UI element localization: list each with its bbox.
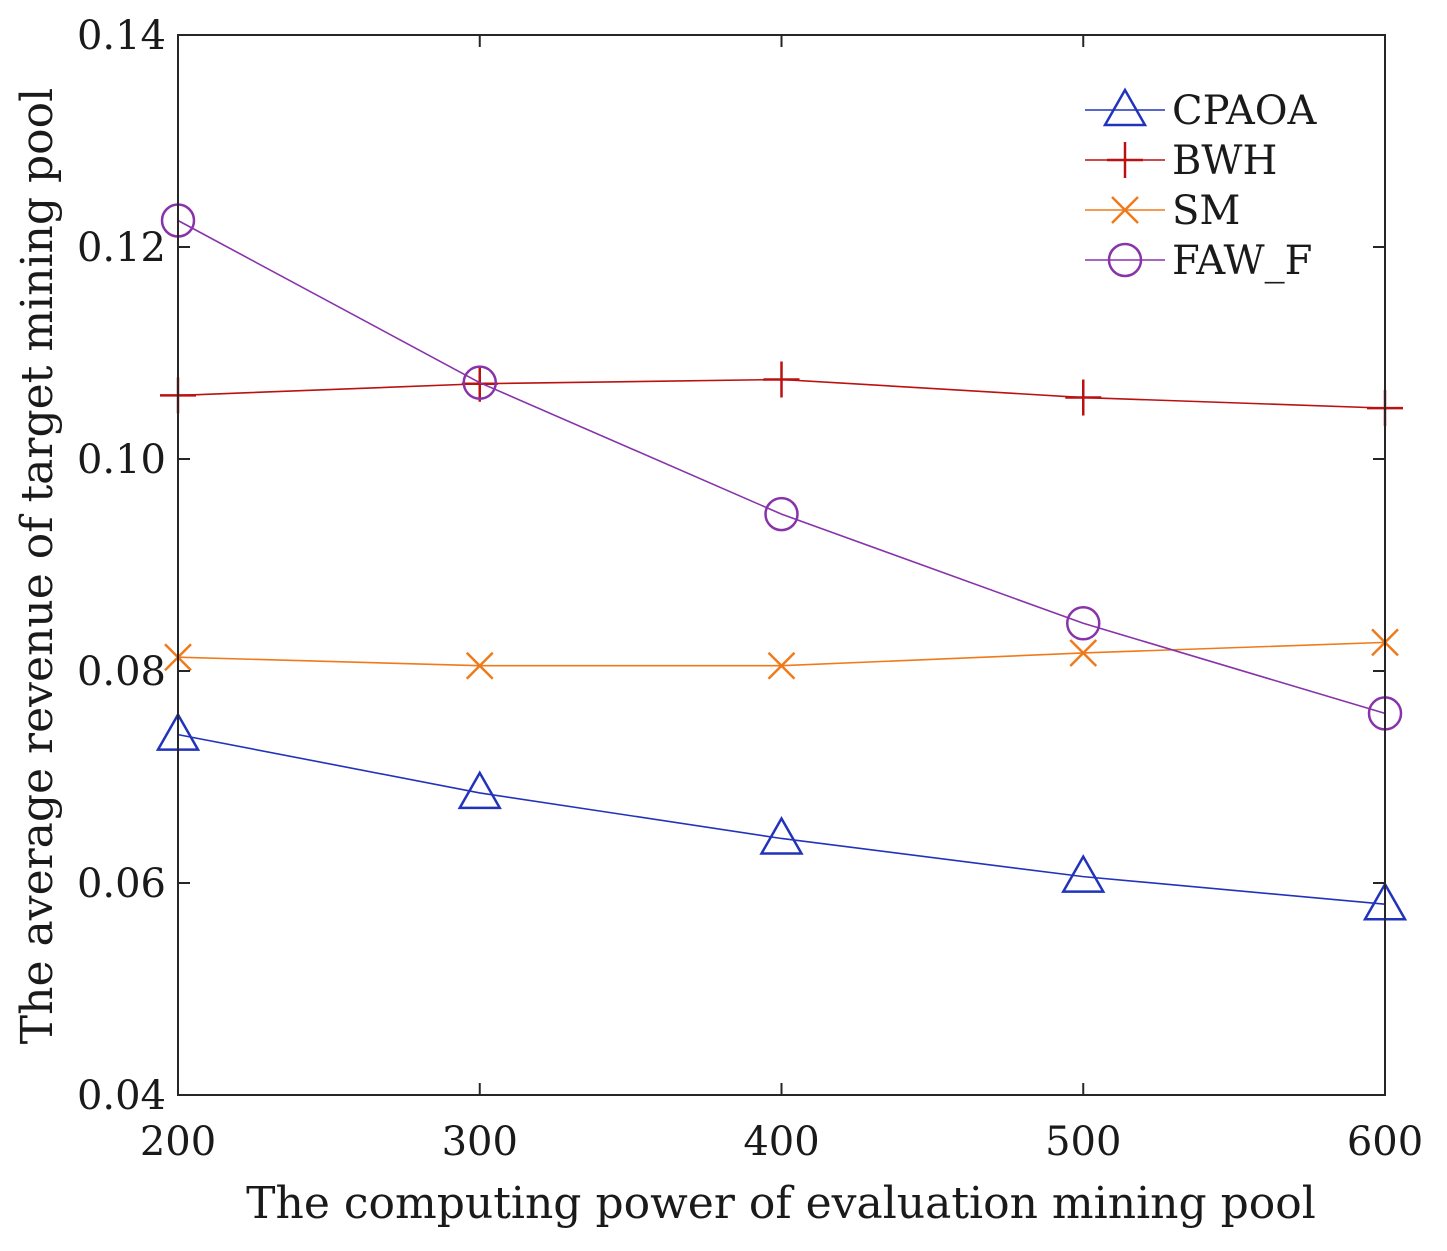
legend-entry-cpaoa: CPAOA	[1085, 87, 1318, 134]
data-point-bwh	[461, 365, 498, 402]
x-tick-label: 300	[442, 1119, 518, 1165]
x-tick-label: 600	[1347, 1119, 1423, 1165]
data-point-cpaoa	[759, 815, 804, 855]
legend-marker-cpaoa	[1102, 87, 1148, 127]
y-tick-label: 0.14	[77, 13, 166, 59]
y-axis-label: The average revenue of target mining poo…	[12, 88, 63, 1044]
data-point-bwh	[763, 361, 800, 398]
legend-marker-sm	[1111, 196, 1139, 224]
data-point-faw-f	[462, 365, 497, 400]
data-point-bwh	[1065, 379, 1102, 416]
legend-label-sm: SM	[1172, 188, 1240, 234]
legend-marker-sm-b	[1111, 196, 1139, 224]
axes: 200 300 400 500 600 0.04 0.06 0.08 0.10 0.12 0.14	[77, 13, 1423, 1165]
legend-label-faw-f: FAW_F	[1172, 238, 1312, 284]
series-bwh	[160, 361, 1403, 427]
data-point-sm-b	[767, 651, 796, 680]
data-point-sm-b	[465, 651, 494, 680]
y-tick-label: 0.10	[77, 437, 166, 483]
data-point-faw-f	[764, 496, 799, 532]
y-tick-label: 0.06	[77, 861, 166, 907]
y-tick-label: 0.08	[77, 649, 166, 695]
y-tick-label: 0.12	[77, 225, 166, 271]
data-point-sm-b	[1069, 639, 1098, 667]
legend-entry-faw-f: FAW_F	[1085, 238, 1312, 284]
data-point-cpaoa	[457, 770, 502, 810]
y-tick-label: 0.04	[77, 1073, 166, 1119]
legend-marker-bwh	[1107, 142, 1143, 178]
plot-area	[155, 203, 1408, 921]
data-point-cpaoa	[1061, 854, 1106, 893]
legend-label-cpaoa: CPAOA	[1172, 88, 1318, 134]
x-tick-label: 500	[1045, 1119, 1121, 1165]
legend-entry-sm: SM	[1085, 188, 1240, 234]
x-axis-label: The computing power of evaluation mining…	[246, 1178, 1316, 1229]
series-line-faw-f	[177, 219, 1386, 715]
series-sm	[164, 628, 1399, 680]
data-point-sm	[767, 651, 796, 680]
legend-label-bwh: BWH	[1172, 138, 1277, 184]
legend-entry-bwh: BWH	[1085, 138, 1277, 184]
legend-marker-faw-f	[1107, 242, 1143, 278]
series-line-cpaoa	[177, 733, 1386, 905]
x-tick-label: 400	[743, 1119, 819, 1165]
data-point-sm	[465, 651, 494, 680]
data-point-sm	[1069, 639, 1098, 667]
x-tick-label: 200	[140, 1119, 216, 1165]
data-point-faw-f	[1066, 606, 1101, 641]
